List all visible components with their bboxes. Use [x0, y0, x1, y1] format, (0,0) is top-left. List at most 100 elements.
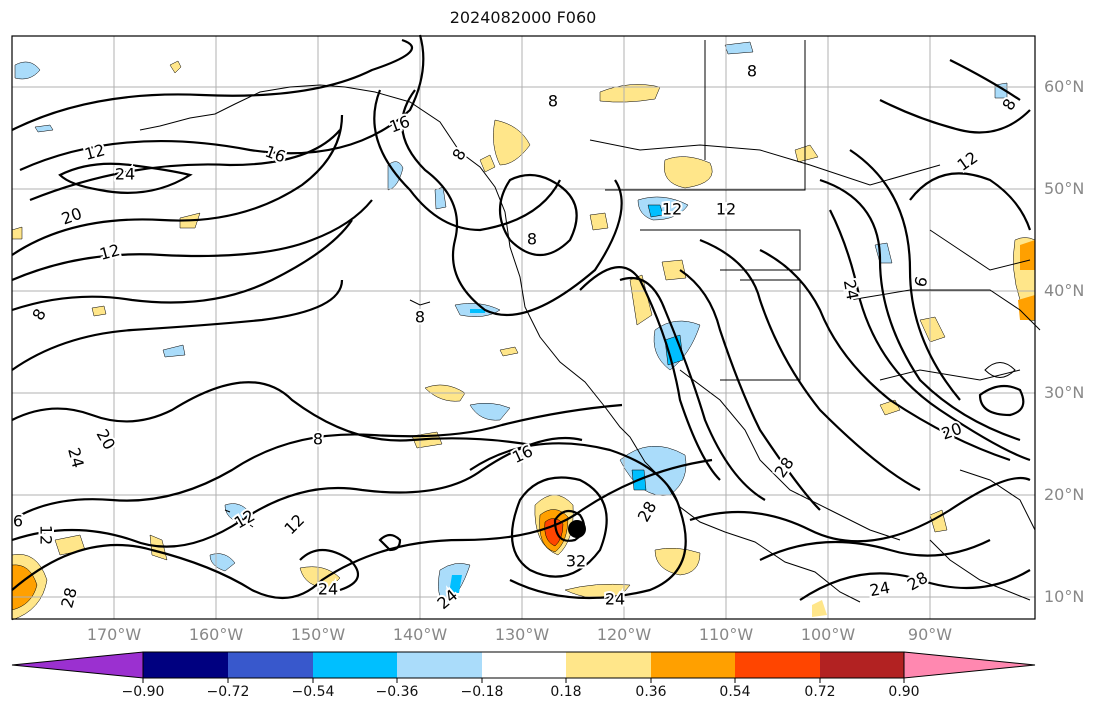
lat-label-30n: 30°N [1044, 383, 1085, 402]
fill-cyan-nw [647, 204, 664, 218]
fill-yellow-bc2 [479, 154, 496, 173]
colorbar-label-neg072: −0.72 [206, 684, 250, 700]
lon-label-100w: 100°W [800, 625, 856, 644]
colorbar-label-neg090: −0.90 [121, 684, 165, 700]
lon-label-160w: 160°W [188, 625, 244, 644]
contour-label: 24 [64, 445, 88, 470]
lat-label-50n: 50°N [1044, 179, 1085, 198]
colorbar-label-018: 0.18 [550, 684, 582, 700]
contour-label: 24 [115, 165, 135, 184]
colorbar-label-neg018: −0.18 [460, 684, 504, 700]
lat-label-40n: 40°N [1044, 281, 1085, 300]
colorbar-seg-5 [482, 652, 566, 678]
colorbar-seg-1 [143, 652, 228, 678]
fill-yellow-pnw [589, 212, 609, 231]
fill-yellow-east3 [879, 399, 901, 416]
fill-yellow-west3 [91, 305, 107, 317]
contour-label: 28 [904, 568, 931, 595]
contour-label: 24 [318, 580, 338, 599]
contour-label: 20 [93, 426, 120, 453]
fill-yellow-s2 [654, 547, 701, 576]
fill-yellow-ca2 [661, 259, 687, 281]
contour-label: 16 [387, 112, 413, 137]
contour-lines [11, 34, 1032, 601]
fill-yellow-canada [663, 156, 713, 189]
fill-blue-west3 [209, 553, 236, 572]
fill-yellow-sw2 [54, 534, 86, 556]
colorbar-label-090: 0.90 [888, 684, 920, 700]
fill-yellow-alaska [169, 60, 182, 74]
fill-cyan-pac2 [470, 309, 485, 313]
fill-blue-small1 [34, 124, 54, 133]
contour-label: 8 [28, 305, 50, 323]
lat-label-10n: 10°N [1044, 587, 1085, 606]
contour-label: 28 [57, 585, 81, 610]
contour-label: 8 [415, 308, 425, 327]
contour-label: 12 [97, 240, 122, 264]
colorbar-seg-9 [820, 652, 904, 678]
contour-label: 12 [280, 510, 308, 538]
lon-label-90w: 90°W [907, 625, 953, 644]
lon-label-130w: 130°W [494, 625, 550, 644]
contour-label: 8 [313, 430, 323, 449]
colorbar-extend-low [11, 651, 144, 679]
colorbar-extend-high [903, 651, 1036, 679]
contour-label: 20 [59, 204, 85, 229]
lon-label-120w: 120°W [596, 625, 652, 644]
fill-blue-gulf2 [434, 186, 447, 210]
contour-label: 8 [747, 62, 757, 81]
coastlines [139, 40, 1041, 603]
fill-blue-pac1 [469, 402, 511, 421]
contour-label: 12 [662, 200, 682, 219]
fill-orange-east2 [1018, 295, 1035, 320]
contour-label: 24 [605, 590, 625, 609]
map-frame [11, 35, 1036, 620]
colorbar-label-036: 0.36 [635, 684, 667, 700]
contour-label: 24 [840, 278, 862, 301]
fill-yellow-canada2 [794, 144, 819, 163]
colorbar-seg-3 [313, 652, 397, 678]
colorbar-seg-6 [566, 652, 651, 678]
fill-blue-bering [14, 61, 41, 80]
lon-label-170w: 170°W [86, 625, 142, 644]
lon-label-110w: 110°W [698, 625, 754, 644]
contour-label: 28 [634, 498, 661, 525]
map-title: 2024082000 F060 [449, 8, 597, 27]
fill-blue-west [162, 344, 186, 358]
colorbar-seg-4 [397, 652, 482, 678]
fill-yellow-top [599, 84, 661, 103]
fill-orange-east [1020, 240, 1035, 270]
contour-label: 8 [527, 230, 537, 249]
contour-label: 8 [448, 145, 470, 163]
lat-label-60n: 60°N [1044, 77, 1085, 96]
storm-center-marker [568, 520, 586, 538]
contour-label: 8 [548, 92, 558, 111]
contour-label: 12 [82, 140, 107, 164]
colorbar-seg-2 [228, 652, 313, 678]
fill-yellow-s [564, 583, 631, 599]
fill-yellow-bc [493, 119, 531, 166]
lat-label-20n: 20°N [1044, 485, 1085, 504]
anomaly-fills [11, 41, 1036, 621]
colorbar-label-neg054: −0.54 [291, 684, 335, 700]
fill-yellow-sw4 [299, 566, 341, 589]
colorbar [11, 651, 1036, 683]
lon-label-140w: 140°W [392, 625, 448, 644]
colorbar-label-072: 0.72 [804, 684, 836, 700]
colorbar-seg-8 [735, 652, 820, 678]
colorbar-seg-7 [651, 652, 735, 678]
fill-blue-top [724, 41, 754, 55]
colorbar-label-054: 0.54 [719, 684, 751, 700]
contour-label: 12 [37, 525, 56, 545]
colorbar-label-neg036: −0.36 [375, 684, 419, 700]
lon-label-150w: 150°W [290, 625, 346, 644]
contour-label: 12 [716, 200, 736, 219]
contour-label: 24 [868, 578, 891, 600]
fill-yellow-east5 [812, 600, 827, 617]
contour-label: 12 [954, 148, 982, 175]
fill-yellow-west2 [11, 226, 23, 240]
contour-label: 6 [911, 274, 932, 289]
contour-label: 6 [13, 512, 23, 531]
fill-blue-east [874, 242, 893, 264]
